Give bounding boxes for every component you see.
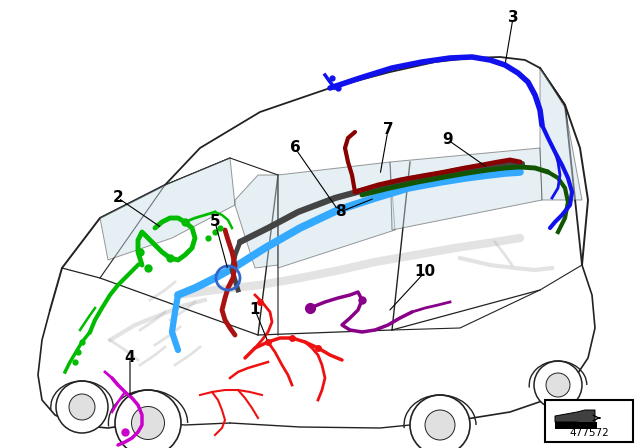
Text: 7: 7 — [383, 122, 394, 138]
Polygon shape — [555, 410, 595, 424]
Text: 10: 10 — [415, 264, 436, 280]
Polygon shape — [278, 162, 395, 268]
Polygon shape — [100, 158, 235, 260]
Circle shape — [425, 410, 455, 440]
Text: 3: 3 — [508, 10, 518, 26]
Polygon shape — [390, 148, 542, 230]
Circle shape — [131, 406, 164, 439]
Circle shape — [56, 381, 108, 433]
Polygon shape — [540, 68, 582, 200]
Circle shape — [410, 395, 470, 448]
Text: 8: 8 — [335, 204, 346, 220]
Text: 9: 9 — [443, 133, 453, 147]
Text: 5: 5 — [210, 215, 220, 229]
Circle shape — [115, 390, 181, 448]
Circle shape — [69, 394, 95, 420]
Bar — [545, 400, 633, 442]
Text: 1: 1 — [250, 302, 260, 318]
Text: 477572: 477572 — [569, 428, 609, 438]
Text: 6: 6 — [290, 141, 300, 155]
Bar — [555, 422, 597, 429]
Text: 4: 4 — [125, 350, 135, 366]
Circle shape — [534, 361, 582, 409]
Circle shape — [546, 373, 570, 397]
Polygon shape — [235, 175, 278, 268]
Text: 2: 2 — [113, 190, 124, 206]
